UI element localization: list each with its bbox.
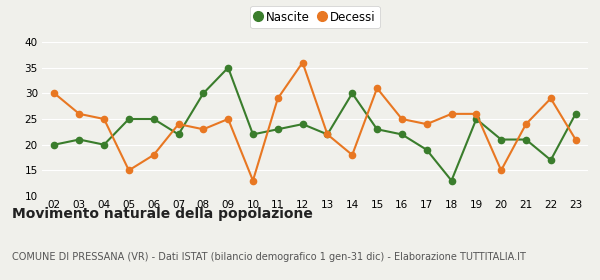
Decessi <box>51 92 58 95</box>
Nascite <box>423 148 430 151</box>
Decessi <box>398 117 406 121</box>
Decessi <box>523 122 530 126</box>
Decessi <box>175 122 182 126</box>
Nascite <box>125 117 133 121</box>
Decessi <box>299 61 306 64</box>
Nascite <box>448 179 455 182</box>
Nascite <box>349 92 356 95</box>
Decessi <box>448 112 455 116</box>
Decessi <box>274 97 281 100</box>
Nascite <box>523 138 530 141</box>
Nascite <box>250 133 257 136</box>
Nascite <box>200 92 207 95</box>
Decessi <box>572 138 579 141</box>
Decessi <box>100 117 107 121</box>
Decessi <box>76 112 83 116</box>
Decessi <box>324 133 331 136</box>
Decessi <box>200 128 207 131</box>
Decessi <box>473 112 480 116</box>
Decessi <box>150 153 157 157</box>
Nascite <box>76 138 83 141</box>
Decessi <box>125 169 133 172</box>
Decessi <box>224 117 232 121</box>
Nascite <box>100 143 107 146</box>
Nascite <box>51 143 58 146</box>
Nascite <box>150 117 157 121</box>
Legend: Nascite, Decessi: Nascite, Decessi <box>250 6 380 28</box>
Line: Nascite: Nascite <box>51 65 579 184</box>
Decessi <box>250 179 257 182</box>
Text: COMUNE DI PRESSANA (VR) - Dati ISTAT (bilancio demografico 1 gen-31 dic) - Elabo: COMUNE DI PRESSANA (VR) - Dati ISTAT (bi… <box>12 252 526 262</box>
Nascite <box>572 112 579 116</box>
Nascite <box>398 133 406 136</box>
Line: Decessi: Decessi <box>51 59 579 184</box>
Text: Movimento naturale della popolazione: Movimento naturale della popolazione <box>12 207 313 221</box>
Decessi <box>547 97 554 100</box>
Nascite <box>224 66 232 69</box>
Nascite <box>274 128 281 131</box>
Decessi <box>423 122 430 126</box>
Nascite <box>373 128 380 131</box>
Nascite <box>324 133 331 136</box>
Decessi <box>349 153 356 157</box>
Nascite <box>473 117 480 121</box>
Nascite <box>547 158 554 162</box>
Nascite <box>175 133 182 136</box>
Decessi <box>373 87 380 90</box>
Nascite <box>497 138 505 141</box>
Decessi <box>497 169 505 172</box>
Nascite <box>299 122 306 126</box>
